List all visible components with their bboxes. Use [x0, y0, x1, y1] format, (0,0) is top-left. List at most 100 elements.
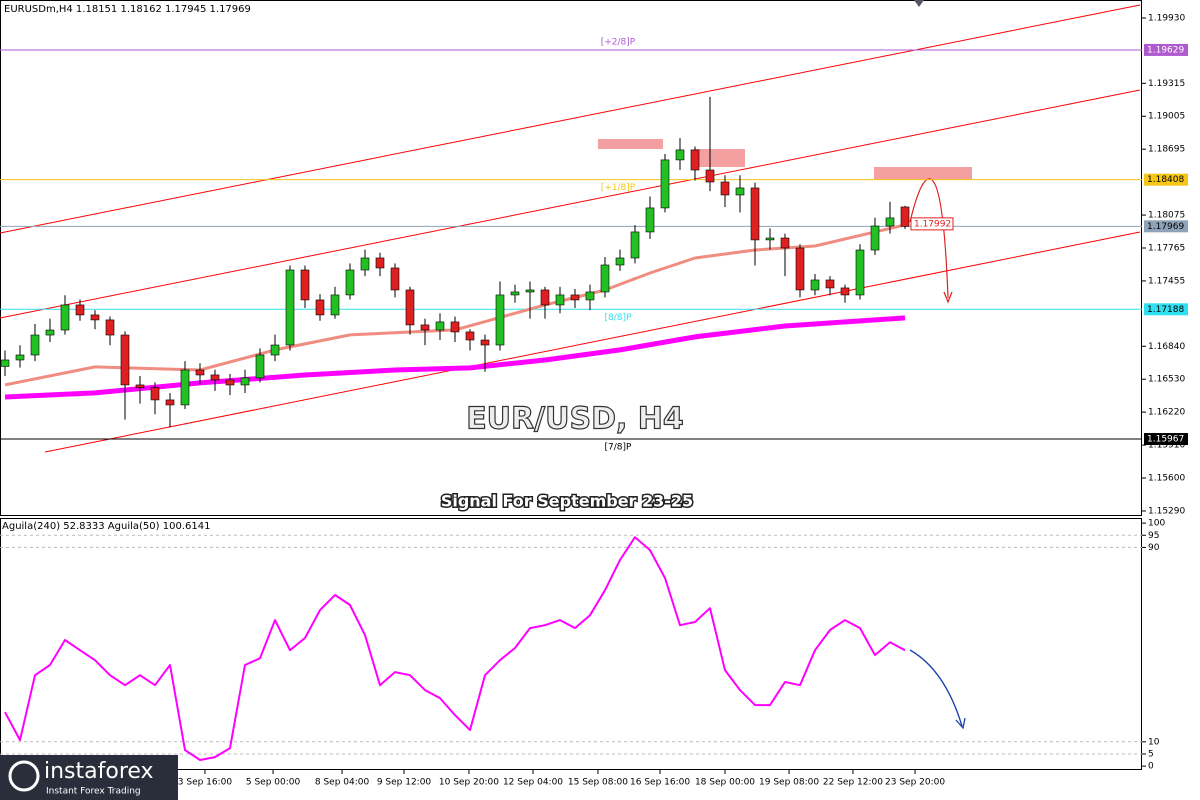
candle-body [750, 187, 760, 241]
y-tick-label: 1.16220 [1148, 408, 1185, 418]
candle-body [795, 247, 805, 291]
watermark: EUR/USD, H4 [466, 402, 684, 437]
caption: Signal For September 23-25 [441, 492, 693, 511]
indicator-panel-frame [0, 518, 1142, 770]
y-tick-label: 95 [1148, 531, 1159, 541]
y-tick-label: 1.17765 [1148, 243, 1185, 253]
channel [0, 4, 1141, 453]
candle-body [45, 329, 55, 336]
candle-body [225, 379, 235, 386]
candle-body [765, 237, 775, 241]
candle-body [720, 181, 730, 196]
level-text: [+1/8]P [601, 183, 636, 193]
x-tick-label: 18 Sep 00:00 [695, 778, 755, 788]
candle-body [270, 344, 280, 356]
candle-body [105, 319, 115, 336]
candle-body [900, 206, 910, 227]
candle-body [150, 387, 160, 401]
candle-body [420, 324, 430, 331]
y-tick-label: 1.17455 [1148, 276, 1185, 286]
level-text: [7/8]P [605, 443, 633, 453]
level-label: 1.18408 [1147, 175, 1184, 185]
level-label-box [1144, 173, 1188, 186]
candle-body [450, 321, 460, 333]
candle-body [825, 279, 835, 289]
candle-body [330, 294, 340, 316]
y-tick-label: 100 [1148, 519, 1165, 529]
zone [695, 149, 745, 167]
price-marker-box [910, 217, 954, 231]
candle-body [510, 291, 520, 296]
candle-body [630, 231, 640, 259]
candle-body [465, 331, 475, 341]
channel-lower [44, 231, 1141, 453]
candle-body [240, 377, 250, 386]
brand-name: instaforex [44, 759, 154, 784]
level-label-box [1144, 433, 1188, 446]
main-panel-frame [0, 0, 1142, 516]
candle-body [255, 354, 265, 379]
series-line [4, 536, 906, 761]
y-tick-label: 1.19005 [1148, 112, 1185, 122]
level-label-box [1144, 43, 1188, 56]
forecast-arrow [909, 178, 949, 299]
candle-body [300, 269, 310, 301]
forecast-arrow-head [943, 291, 953, 304]
candle-body [585, 291, 595, 301]
candle-body [495, 294, 505, 346]
candle-body [600, 264, 610, 293]
candle-body [345, 269, 355, 296]
candle-body [60, 304, 70, 331]
candle-body [645, 207, 655, 233]
channel-middle [0, 89, 1141, 319]
plot-layer: 1.19930 1.19315 1.19005 1.18695 1.18075 1.177… [0, 13, 1188, 788]
x-tick-label: 9 Sep 12:00 [377, 778, 432, 788]
y-tick-label: 1.18695 [1148, 145, 1185, 155]
candle-body [75, 304, 85, 316]
y-tick-label: 1.15910 [1148, 441, 1185, 451]
candle-body [120, 334, 130, 386]
x-tick-label: 5 Sep 00:00 [246, 778, 301, 788]
price-marker: 1.17992 [914, 219, 951, 229]
resistance-zones [598, 139, 972, 180]
level-label: 1.17969 [1147, 222, 1184, 232]
x-tick-label: 8 Sep 04:00 [315, 778, 370, 788]
series-line [4, 315, 906, 400]
logo-icon [8, 760, 40, 792]
candle-body [180, 369, 190, 406]
y-tick-label: 1.16840 [1148, 342, 1185, 352]
indicator-header: Aguila(240) 52.8333 Aguila(50) 100.6141 [2, 521, 210, 532]
level-label-box [1144, 303, 1188, 316]
candle-body [870, 225, 880, 251]
zone [874, 167, 972, 180]
x-tick-label: 23 Sep 20:00 [885, 778, 945, 788]
candle-body [480, 339, 490, 346]
candle-body [555, 294, 565, 306]
candle-body [780, 237, 790, 249]
candle-body [360, 257, 370, 271]
brand-tagline: Instant Forex Trading [46, 787, 141, 797]
candle-body [15, 354, 25, 361]
x-tick-label: 12 Sep 04:00 [503, 778, 563, 788]
y-tick-label: 1.18075 [1148, 211, 1185, 221]
y-tick-label: 5 [1148, 749, 1154, 759]
candle-body [540, 289, 550, 306]
candle-body [0, 359, 10, 367]
y-tick-label: 1.19315 [1148, 79, 1185, 89]
x-tick-label: 15 Sep 08:00 [568, 778, 628, 788]
candle-body [315, 299, 325, 316]
candle-body [735, 187, 745, 196]
candle-body [405, 289, 415, 326]
x-tick-label: 22 Sep 12:00 [823, 778, 883, 788]
candle-body [690, 149, 700, 171]
level-text: [+2/8]P [601, 37, 636, 47]
x-tick-label: 16 Sep 16:00 [630, 778, 690, 788]
y-tick-label: 1.15290 [1148, 506, 1185, 516]
candle-body [660, 159, 670, 209]
candle-body [390, 267, 400, 291]
candle-body [525, 289, 535, 293]
y-tick-label: 0 [1148, 762, 1154, 772]
level-label: 1.19629 [1147, 45, 1184, 55]
candle-body [30, 334, 40, 356]
